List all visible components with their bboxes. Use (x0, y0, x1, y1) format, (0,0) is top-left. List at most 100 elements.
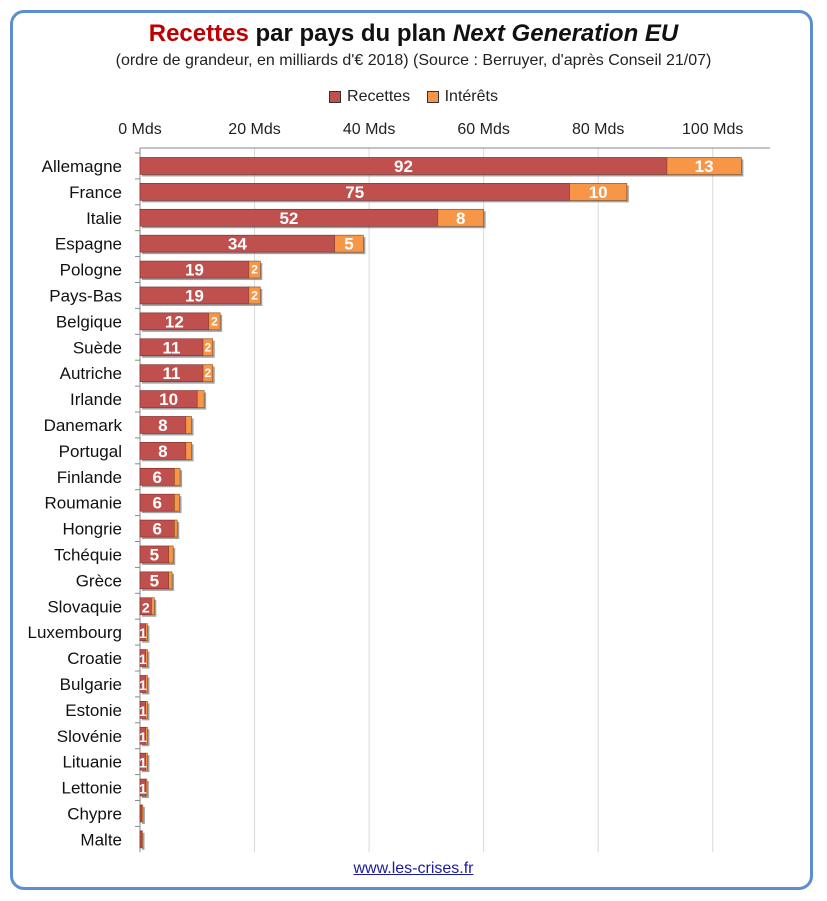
title-recettes: Recettes (148, 20, 249, 47)
data-label-recettes: 1 (139, 781, 147, 797)
bar-interets (141, 830, 143, 849)
data-label-recettes: 6 (152, 520, 161, 539)
data-label-recettes: 12 (165, 312, 184, 331)
bar-interets (174, 467, 181, 486)
x-tick-label: 20 Mds (228, 121, 280, 138)
bar-interets (248, 286, 261, 305)
bar-interets (202, 338, 214, 357)
bar-interets (145, 778, 148, 797)
category-label: Suède (73, 338, 122, 357)
data-label-interets: 2 (205, 340, 212, 354)
category-label: France (69, 183, 122, 202)
title-middle: par pays du plan (248, 20, 453, 47)
bar-interets (168, 545, 174, 564)
category-label: Allemagne (42, 157, 122, 176)
category-label: Croatie (67, 649, 122, 668)
data-label-recettes: 11 (163, 338, 181, 357)
bar-interets (145, 675, 148, 693)
data-label-recettes: 34 (228, 235, 247, 254)
bar-shadow (142, 806, 145, 824)
category-label: Belgique (56, 312, 122, 331)
x-tick-label: 40 Mds (343, 121, 395, 138)
data-label-interets: 2 (251, 288, 258, 302)
bar-interets (174, 519, 178, 538)
bar-interets (145, 649, 148, 667)
footer-link[interactable]: www.les-crises.fr (353, 860, 474, 877)
data-label-recettes: 92 (394, 157, 413, 176)
data-label-interets: 10 (589, 183, 608, 202)
chart-title: Recettes par pays du plan Next Generatio… (0, 20, 827, 48)
data-label-interets: 2 (211, 314, 218, 328)
bar-interets (248, 260, 261, 279)
data-label-recettes: 2 (142, 599, 150, 615)
data-label-interets: 8 (456, 209, 465, 228)
data-label-recettes: 1 (139, 651, 147, 667)
bar-interets (185, 442, 192, 460)
category-label: Autriche (60, 364, 122, 383)
data-label-recettes: 19 (185, 286, 204, 305)
category-label: Roumanie (45, 494, 123, 513)
data-label-recettes: 5 (150, 571, 159, 590)
category-label: Lettonie (62, 779, 123, 798)
data-label-interets: 13 (695, 157, 714, 176)
category-label: Portugal (59, 442, 122, 461)
bar-interets (208, 312, 221, 331)
x-tick-label: 80 Mds (572, 121, 624, 138)
x-tick-label: 60 Mds (457, 121, 509, 138)
category-label: Italie (86, 209, 122, 228)
data-label-interets: 2 (205, 366, 212, 380)
bar-interets (145, 726, 148, 745)
data-label-recettes: 8 (158, 416, 167, 435)
category-label: Espagne (55, 235, 122, 254)
category-label: Slovénie (57, 727, 122, 746)
data-label-recettes: 6 (152, 494, 161, 513)
legend-label-recettes: Recettes (347, 88, 411, 105)
data-label-recettes: 19 (185, 261, 204, 280)
category-label: Irlande (70, 390, 122, 409)
chart-legend: Recettes Intérêts (0, 88, 827, 108)
bar-interets (145, 752, 148, 771)
bar-shadow (142, 832, 145, 850)
legend-swatch-recettes (329, 91, 342, 103)
category-label: Finlande (57, 468, 122, 487)
bar-interets (334, 234, 364, 253)
legend-swatch-interets (426, 91, 439, 103)
category-label: Chypre (67, 804, 122, 823)
legend-item-recettes: Recettes (329, 88, 410, 106)
data-label-recettes: 1 (139, 625, 147, 641)
data-label-recettes: 5 (150, 545, 159, 564)
data-label-interets: 5 (344, 235, 353, 254)
legend-label-interets: Intérêts (444, 88, 498, 105)
bar-interets (569, 183, 628, 201)
category-label: Bulgarie (60, 675, 122, 694)
category-label: Grèce (76, 571, 122, 590)
bar-interets (141, 804, 144, 823)
bar-interets (151, 597, 155, 616)
data-label-recettes: 1 (139, 755, 147, 771)
category-label: Estonie (65, 701, 122, 720)
bar-interets (185, 416, 192, 434)
bar-interets (174, 493, 180, 512)
legend-item-interets: Intérêts (426, 88, 498, 106)
data-label-recettes: 8 (158, 442, 167, 461)
data-label-recettes: 1 (139, 729, 147, 745)
category-label: Hongrie (62, 520, 122, 539)
bar-interets (145, 701, 148, 719)
category-label: Pays-Bas (49, 286, 122, 305)
category-label: Lituanie (62, 753, 122, 772)
bar-interets (145, 623, 148, 641)
bar-interets (202, 364, 214, 382)
bar-interets (168, 571, 173, 590)
category-label: Pologne (60, 261, 122, 280)
bar-interets (196, 390, 205, 408)
title-program: Next Generation EU (452, 20, 679, 47)
data-label-recettes: 1 (139, 703, 147, 719)
data-label-recettes: 6 (152, 468, 161, 487)
x-tick-label: 0 Mds (118, 121, 162, 138)
data-label-recettes: 52 (279, 209, 298, 228)
x-tick-label: 100 Mds (682, 121, 743, 138)
data-label-interets: 2 (251, 263, 258, 277)
category-label: Slovaquie (47, 597, 122, 616)
data-label-recettes: 10 (159, 390, 178, 409)
